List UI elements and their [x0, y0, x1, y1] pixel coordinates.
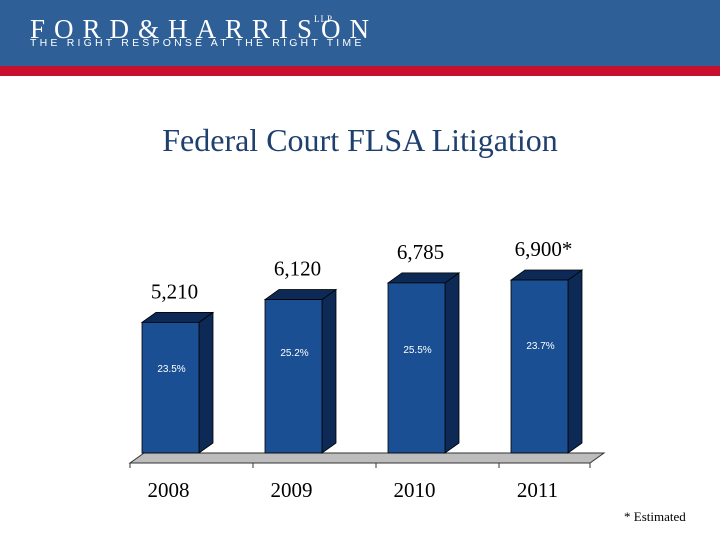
header-red-stripe: [0, 66, 720, 76]
bar-2008: [141, 321, 200, 454]
category-label-2010: 2010: [394, 478, 436, 502]
bar-side-2010: [444, 272, 460, 454]
firm-logo-suffix: LLP: [314, 14, 334, 24]
header-banner: [0, 0, 720, 66]
category-label-2009: 2009: [271, 478, 313, 502]
bar-2009: [264, 299, 323, 454]
value-label-2008: 5,210: [151, 279, 198, 303]
chart-title: Federal Court FLSA Litigation: [162, 122, 558, 158]
percent-label-2011: 23.7%: [526, 341, 554, 352]
firm-logo: FORD&HARRISON: [30, 14, 379, 44]
category-label-2008: 2008: [148, 478, 190, 502]
value-label-2011: 6,900*: [515, 237, 573, 261]
value-label-2010: 6,785: [397, 240, 444, 264]
bar-2011: [510, 279, 569, 454]
bar-side-2011: [567, 269, 583, 454]
bar-side-2008: [198, 311, 214, 454]
bar-2010: [387, 282, 446, 454]
chart-floor: [128, 452, 606, 464]
value-label-2009: 6,120: [274, 257, 321, 281]
percent-label-2008: 23.5%: [157, 364, 185, 375]
percent-label-2009: 25.2%: [280, 348, 308, 359]
bar-side-2009: [321, 288, 337, 454]
firm-tagline: THE RIGHT RESPONSE AT THE RIGHT TIME: [30, 37, 365, 49]
footnote: * Estimated: [624, 509, 686, 524]
category-label-2011: 2011: [517, 478, 558, 502]
percent-label-2010: 25.5%: [403, 345, 431, 356]
